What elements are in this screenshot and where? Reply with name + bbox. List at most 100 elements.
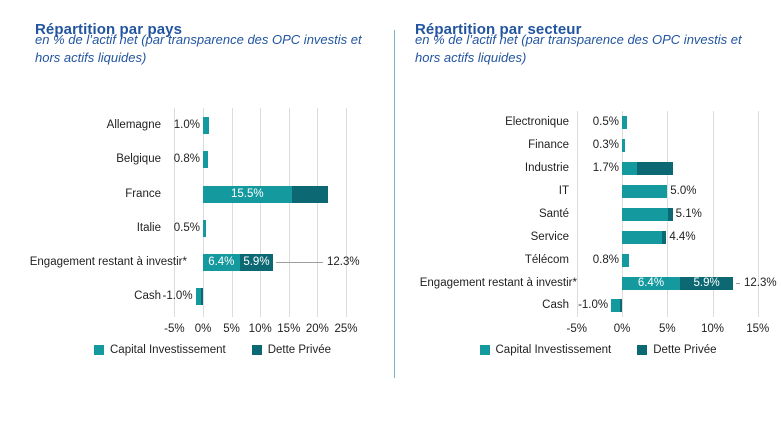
category-label: Engagement restant à investir* — [29, 256, 187, 268]
legend-item-capital-investissement: Capital Investissement — [94, 344, 226, 356]
bar-segment-ci — [203, 219, 206, 237]
value-label: -1.0% — [578, 299, 609, 311]
category-label: Santé — [538, 208, 569, 220]
category-label: Italie — [136, 222, 161, 234]
legend-item-capital-investissement: Capital Investissement — [479, 344, 612, 356]
bar-segment-ci — [622, 253, 630, 267]
bar-segment-ci — [622, 161, 638, 175]
bar-segment-ci — [203, 253, 240, 271]
value-label: 1.7% — [592, 162, 619, 174]
axis-tick-label: 10% — [248, 323, 272, 335]
callout-total-label: 12.3% — [327, 256, 360, 268]
callout-total-label: 12.3% — [744, 277, 777, 289]
bar-segment-dp — [637, 161, 673, 175]
category-label: IT — [558, 185, 569, 197]
category-label: Belgique — [116, 153, 161, 165]
value-label: 0.8% — [592, 254, 619, 266]
bar-segment-dp — [201, 287, 203, 305]
value-label: 5.1% — [675, 208, 702, 220]
gridline — [317, 108, 319, 317]
value-label: 0.5% — [592, 116, 619, 128]
gridline — [757, 111, 759, 317]
category-label: Télécom — [524, 254, 569, 266]
legend-label-dette-privee: Dette Privée — [653, 344, 717, 356]
value-label: 5.0% — [670, 185, 697, 197]
gridline — [712, 111, 714, 317]
category-label: Service — [530, 231, 569, 243]
category-label: Cash — [134, 290, 161, 302]
legend-item-dette-privee: Dette Privée — [637, 344, 716, 356]
legend-label-capital-investissement: Capital Investissement — [495, 344, 612, 356]
axis-tick-label: -5% — [164, 323, 185, 335]
value-label: 4.4% — [669, 231, 696, 243]
value-label: -1.0% — [162, 290, 193, 302]
bar-segment-dp — [661, 230, 667, 244]
legend-label-capital-investissement: Capital Investissement — [110, 344, 226, 356]
legend-swatch-capital-investissement-icon — [94, 345, 104, 355]
axis-tick-label: 15% — [746, 323, 770, 335]
legend-label-dette-privee: Dette Privée — [267, 344, 331, 356]
category-label: Allemagne — [106, 119, 161, 131]
category-label: Engagement restant à investir* — [419, 277, 577, 289]
axis-tick-label: 20% — [305, 323, 329, 335]
legend-swatch-dette-privee-icon — [637, 345, 648, 355]
value-label: 0.3% — [592, 139, 619, 151]
chart-title-pays: Répartition par pays — [35, 21, 183, 39]
bar-segment-dp — [239, 253, 274, 271]
bar-segment-ci — [203, 116, 209, 134]
legend-swatch-capital-investissement-icon — [479, 345, 490, 355]
value-label-inside-ci: 15.5% — [231, 188, 264, 200]
value-label: 1.0% — [173, 119, 200, 131]
axis-tick-label: 0% — [194, 323, 212, 335]
value-label-inside-ci: 6.4% — [637, 277, 665, 289]
value-label-inside-ci: 6.4% — [208, 256, 235, 268]
category-label: Finance — [528, 139, 569, 151]
legend-item-dette-privee: Dette Privée — [251, 344, 331, 356]
bar-segment-ci — [622, 115, 627, 129]
chart-subtitle-pays-line1: en % de l’actif net (par transparence de… — [35, 32, 362, 47]
axis-tick-label: 25% — [334, 323, 358, 335]
axis-tick-label: 15% — [277, 323, 301, 335]
chart-panel-secteur: Répartition par secteur en % de l’actif … — [415, 0, 781, 423]
callout-connector — [276, 262, 323, 263]
category-label: Electronique — [505, 116, 569, 128]
bar-segment-ci — [622, 276, 680, 290]
axis-tick-label: 5% — [223, 323, 240, 335]
axis-tick-label: -5% — [566, 323, 587, 335]
gridline — [203, 108, 204, 317]
axis-tick-label: 10% — [700, 323, 725, 335]
legend-swatch-dette-privee-icon — [251, 345, 262, 355]
chart-subtitle-secteur-line1: en % de l’actif net (par transparence de… — [415, 32, 742, 47]
gridline — [576, 111, 578, 317]
chart-panel-pays: Répartition par pays en % de l’actif net… — [30, 0, 390, 423]
chart-subtitle-pays-line2: hors actifs liquides) — [35, 50, 147, 65]
bar-segment-dp — [679, 276, 734, 290]
category-label: Cash — [542, 299, 569, 311]
axis-tick-label: 0% — [613, 323, 631, 335]
panel-divider — [394, 30, 395, 378]
value-label-inside-dp: 5.9% — [243, 256, 270, 268]
bar-segment-ci — [203, 185, 292, 203]
gridline — [346, 108, 347, 317]
category-label: Industrie — [524, 162, 569, 174]
bar-segment-dp — [668, 207, 673, 221]
bar-segment-ci — [195, 287, 202, 305]
bar-segment-ci — [622, 230, 662, 244]
chart-title-secteur: Répartition par secteur — [415, 21, 582, 39]
bar-segment-ci — [622, 184, 668, 198]
bar-segment-ci — [622, 138, 625, 152]
value-label: 0.5% — [173, 222, 200, 234]
bar-segment-dp — [620, 298, 622, 312]
value-label-inside-dp: 5.9% — [693, 277, 720, 289]
bar-segment-ci — [622, 207, 669, 221]
value-label: 0.8% — [173, 153, 200, 165]
bar-segment-dp — [291, 185, 328, 203]
gridline — [231, 108, 233, 317]
legend-pays: Capital Investissement Dette Privée — [35, 344, 390, 356]
bar-segment-ci — [203, 150, 208, 168]
callout-connector — [736, 283, 740, 284]
bar-segment-ci — [611, 298, 621, 312]
category-label: France — [125, 188, 161, 200]
gridline — [288, 108, 290, 317]
